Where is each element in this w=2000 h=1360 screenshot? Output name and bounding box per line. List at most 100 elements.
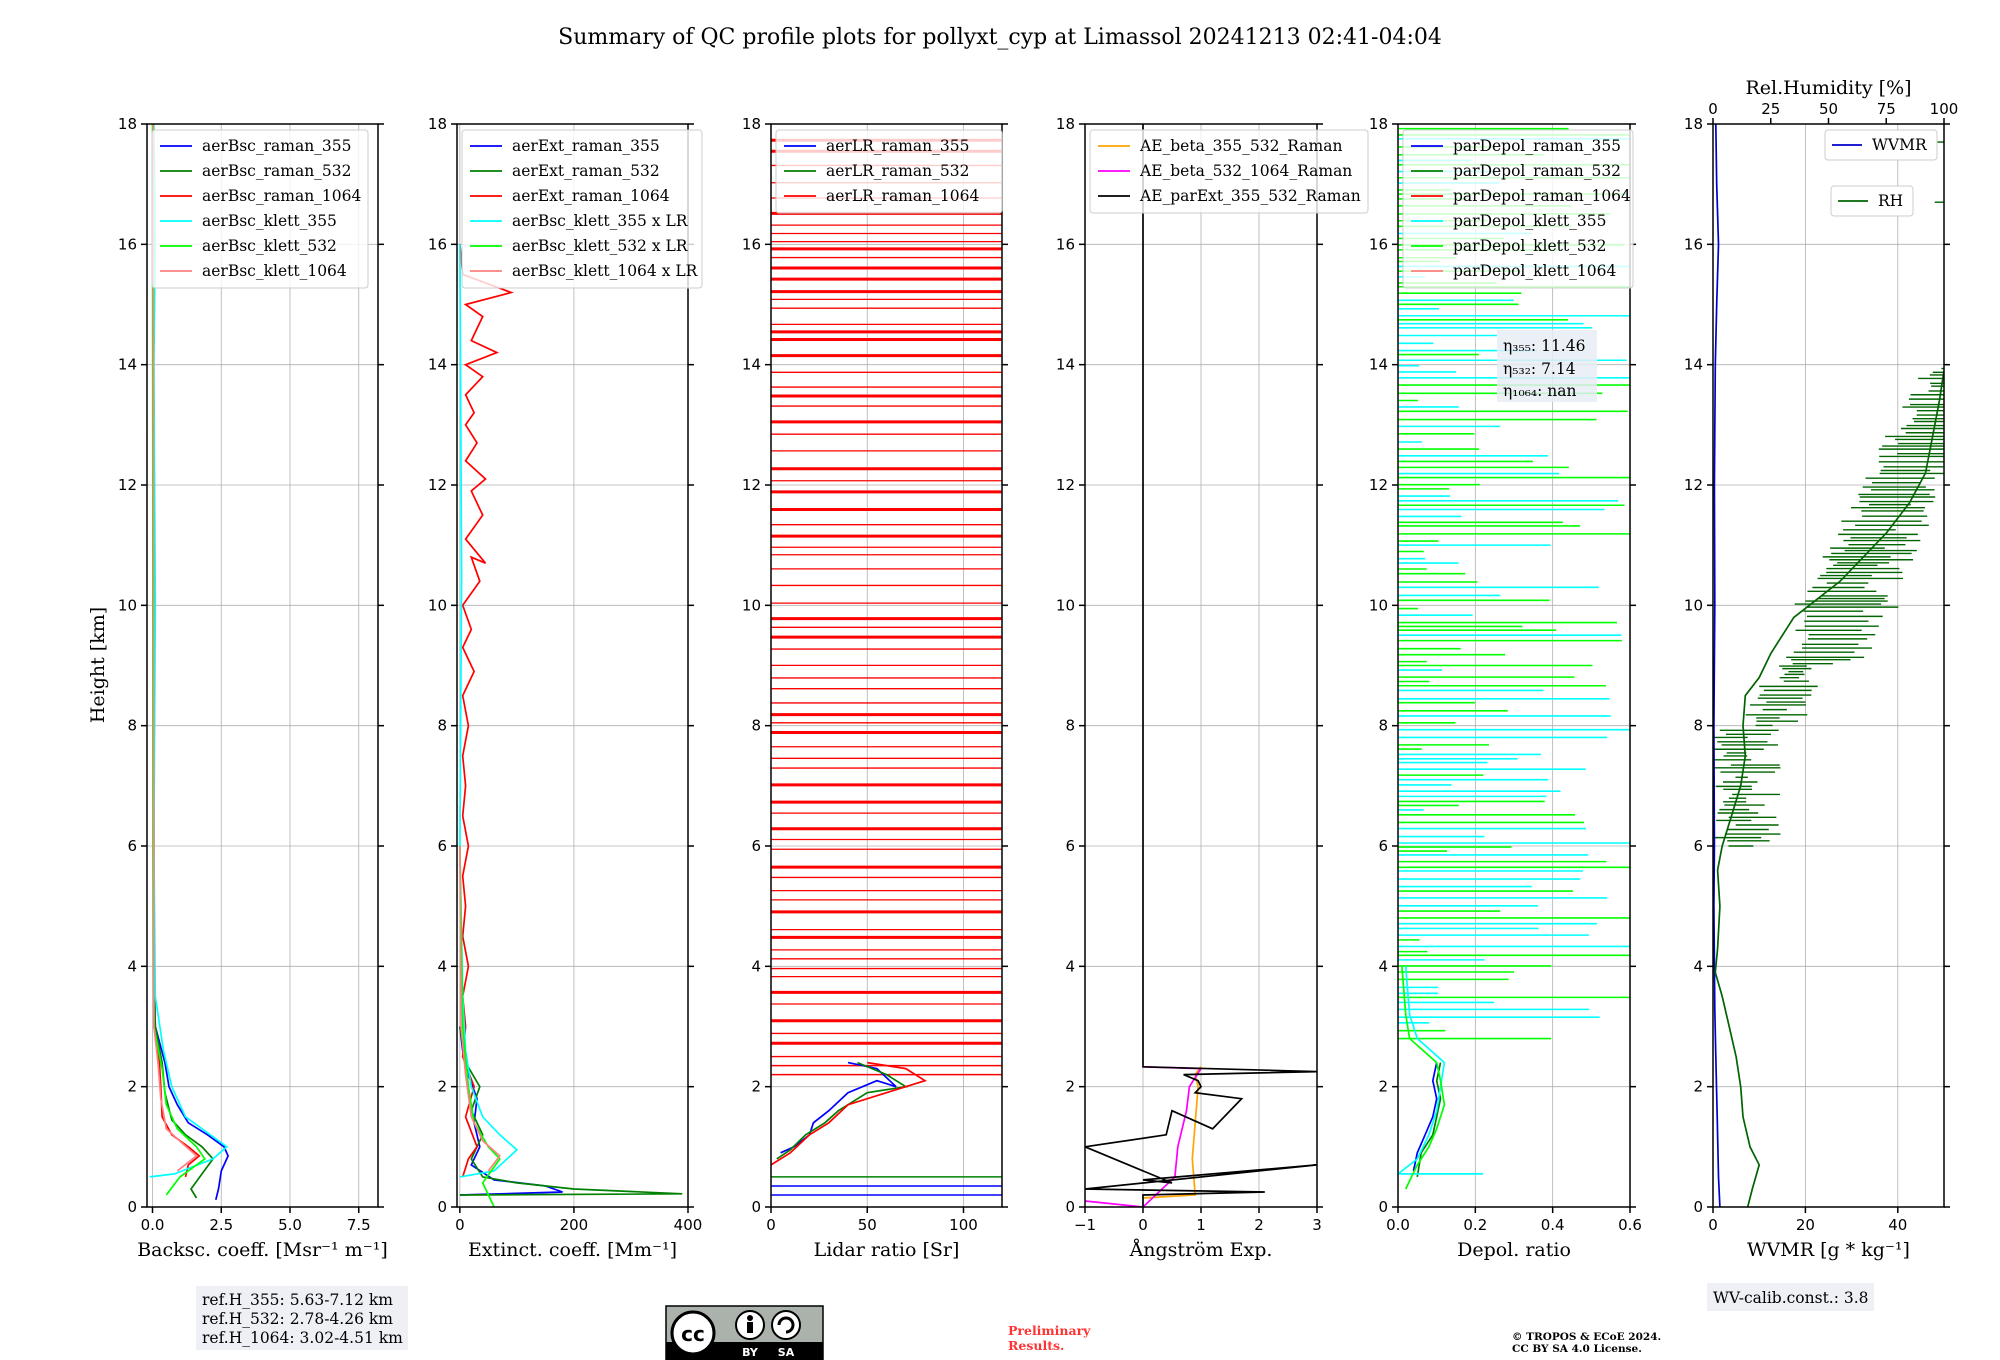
- y-tick-label: 4: [127, 957, 137, 975]
- legend-depol: parDepol_raman_355 parDepol_raman_532 parD…: [1402, 129, 1634, 289]
- y-tick-label: 2: [437, 1078, 447, 1096]
- series-ae-beta-532-1064-raman: [1085, 1065, 1203, 1207]
- ref-heights-background: [196, 1286, 408, 1350]
- y-tick-label: 4: [751, 957, 761, 975]
- y-tick-label: 18: [428, 115, 447, 133]
- y-tick-label: 18: [1056, 115, 1075, 133]
- top-x-tick-label: 75: [1877, 100, 1896, 118]
- y-tick-label: 8: [1693, 717, 1703, 735]
- legend-label: aerBsc_klett_355 x LR: [512, 212, 689, 230]
- y-tick-label: 14: [428, 356, 447, 374]
- grid-ae: [1084, 123, 1318, 1208]
- legend-label: parDepol_klett_1064: [1453, 262, 1616, 280]
- legend-label: aerBsc_klett_355: [202, 212, 337, 230]
- y-tick-label: 0: [1693, 1198, 1703, 1216]
- legend-rh: RH: [1830, 185, 1914, 217]
- series-aerext-raman-532: [459, 1026, 683, 1196]
- legend-bsc: aerBsc_raman_355 aerBsc_raman_532 aerBsc_r…: [151, 129, 369, 289]
- legend-label: parDepol_raman_355: [1453, 137, 1621, 155]
- x-tick-label: 20: [1796, 1216, 1815, 1234]
- legend-label: AE_beta_532_1064_Raman: [1139, 162, 1352, 180]
- plot-area-ae: [1085, 124, 1317, 1207]
- y-tick-label: 8: [1065, 717, 1075, 735]
- y-tick-label: 18: [742, 115, 761, 133]
- ref-heights-box: ref.H_355: 5.63-7.12 km ref.H_532: 2.78-…: [196, 1286, 408, 1350]
- x-tick-label: 0: [455, 1216, 465, 1234]
- legend-box: [775, 129, 1003, 214]
- axes-frame-depol: [1397, 123, 1631, 1208]
- x-tick-label: 40: [1888, 1216, 1907, 1234]
- series-aerbsc-klett-355-x-lr: [459, 244, 519, 1178]
- y-tick-label: 0: [1378, 1198, 1388, 1216]
- y-tick-label: 2: [751, 1078, 761, 1096]
- copyright-line-1: © TROPOS & ECoE 2024.: [1512, 1331, 1661, 1343]
- y-tick-label: 6: [1065, 837, 1075, 855]
- cc-icon-glyph: cc: [681, 1322, 705, 1346]
- legend-ext: aerExt_raman_355 aerExt_raman_532 aerExt_r…: [461, 129, 703, 289]
- y-tick-label: 12: [1684, 476, 1703, 494]
- series-aerbsc-raman-532: [153, 966, 215, 1199]
- series-aerext-raman-1064: [459, 244, 515, 1178]
- y-tick-label: 16: [1056, 235, 1075, 253]
- y-tick-label: 10: [1684, 596, 1703, 614]
- y-tick-label: 14: [1056, 356, 1075, 374]
- series-pardepol-klett-532: [1401, 966, 1446, 1190]
- cc-sa-label: SA: [778, 1346, 795, 1359]
- y-tick-label: 10: [1056, 596, 1075, 614]
- y-tick-label: 16: [428, 235, 447, 253]
- top-x-tick-label: 100: [1930, 100, 1959, 118]
- y-axis-label: Height [km]: [87, 607, 109, 723]
- y-tick-label: 12: [742, 476, 761, 494]
- y-tick-label: 12: [428, 476, 447, 494]
- y-tick-label: 8: [127, 717, 137, 735]
- series-aerbsc-klett-532-x-lr: [459, 845, 501, 1207]
- series-aerbsc-klett-1064-x-lr: [459, 845, 501, 1172]
- y-tick-label: 12: [1369, 476, 1388, 494]
- legend-label: parDepol_klett_532: [1453, 237, 1606, 255]
- eta-532: η₅₃₂: 7.14: [1503, 360, 1576, 378]
- copyright-line-2: CC BY SA 4.0 License.: [1512, 1343, 1642, 1355]
- legend-label: aerExt_raman_355: [512, 137, 660, 155]
- y-tick-label: 18: [118, 115, 137, 133]
- legend-label: parDepol_klett_355: [1453, 212, 1606, 230]
- series-aerbsc-raman-355: [153, 966, 230, 1201]
- x-tick-label: 100: [949, 1216, 978, 1234]
- wv-calib-const: WV-calib.const.: 3.8: [1713, 1289, 1869, 1307]
- legend-label: aerBsc_klett_532: [202, 237, 337, 255]
- legend-label: RH: [1878, 192, 1903, 210]
- y-tick-label: 6: [751, 837, 761, 855]
- panel-lidar-ratio: 0 2 4 6 8 10 12 14 16 18 0 50 100 Lidar ratio [Sr] aer…: [742, 115, 1008, 1261]
- x-tick-label: 5.0: [278, 1216, 302, 1234]
- x-tick-label: 400: [674, 1216, 703, 1234]
- panel-depolarization: 0 2 4 6 8 10 12 14 16 18 0.0 0.2 0.4 0.6 Depol. ratio p…: [1369, 115, 1642, 1261]
- y-tick-label: 0: [437, 1198, 447, 1216]
- legend-label: aerBsc_raman_532: [202, 162, 352, 180]
- y-tick-label: 16: [118, 235, 137, 253]
- top-x-tick-label: 0: [1708, 100, 1718, 118]
- legend-label: aerLR_raman_532: [826, 162, 969, 180]
- x-tick-label: 0.6: [1618, 1216, 1642, 1234]
- legend-ae: AE_beta_355_532_Raman AE_beta_532_1064_Ra…: [1089, 129, 1369, 214]
- y-tick-label: 2: [1693, 1078, 1703, 1096]
- legend-label: aerExt_raman_1064: [512, 187, 670, 205]
- x-tick-label: 200: [560, 1216, 589, 1234]
- legend-label: aerLR_raman_1064: [826, 187, 979, 205]
- x-axis-label-depol: Depol. ratio: [1457, 1239, 1571, 1261]
- depol-annotation-box: [1497, 330, 1597, 402]
- x-tick-label: 0.0: [141, 1216, 165, 1234]
- plot-area-bsc: [149, 124, 230, 1201]
- legend-label: aerLR_raman_355: [826, 137, 969, 155]
- series-aerlr-raman-532: [776, 1061, 909, 1160]
- y-tick-label: 8: [1378, 717, 1388, 735]
- ref-h-532: ref.H_532: 2.78-4.26 km: [202, 1310, 393, 1328]
- y-tick-label: 14: [742, 356, 761, 374]
- y-tick-label: 8: [751, 717, 761, 735]
- preliminary-line-2: Results.: [1008, 1338, 1064, 1353]
- legend-label: aerExt_raman_532: [512, 162, 660, 180]
- series-wvmr: [1713, 124, 1721, 1207]
- y-tick-label: 6: [437, 837, 447, 855]
- eta-1064: η₁₀₆₄: nan: [1503, 382, 1577, 400]
- y-tick-label: 4: [437, 957, 447, 975]
- y-tick-label: 12: [1056, 476, 1075, 494]
